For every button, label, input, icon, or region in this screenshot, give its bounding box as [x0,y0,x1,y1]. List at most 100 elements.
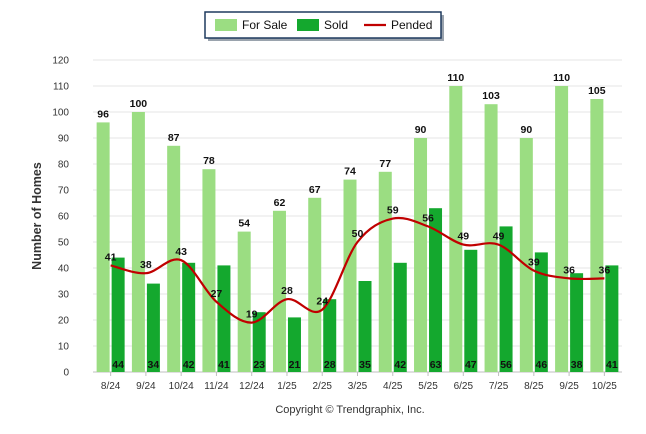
label-pended-11: 49 [493,231,505,243]
bar-sold-2 [182,262,196,372]
label-pended-3: 27 [211,288,223,300]
bar-sold-3 [217,265,231,372]
copyright-text: Copyright © Trendgraphix, Inc. [275,404,424,416]
label-for-sale-2: 87 [168,132,180,144]
y-tick-60: 60 [58,212,70,223]
label-sold-10: 47 [465,359,477,371]
label-for-sale-14: 105 [588,85,606,97]
x-tick-2: 10/24 [169,381,194,392]
label-pended-1: 38 [140,259,152,271]
label-sold-14: 41 [606,359,618,371]
pended-line [110,216,605,324]
bar-sold-11 [499,226,513,372]
x-tick-7: 3/25 [348,381,368,392]
label-sold-5: 21 [289,359,301,371]
bar-for-sale-7 [343,179,357,372]
bar-series [96,86,619,373]
label-pended-0: 41 [105,251,117,263]
bar-sold-4 [252,312,266,372]
x-tick-8: 4/25 [383,381,403,392]
label-sold-13: 38 [571,359,583,371]
bar-sold-7 [358,281,372,372]
label-sold-0: 44 [112,359,124,371]
bar-for-sale-9 [414,138,428,372]
y-axis-ticks: 0 10 20 30 40 50 60 70 80 90 100 110 120 [52,56,69,379]
bar-sold-6 [323,299,337,372]
bar-for-sale-12 [519,138,533,372]
y-axis-label: Number of Homes [30,162,44,270]
label-for-sale-12: 90 [520,124,532,136]
label-pended-14: 36 [599,264,611,276]
legend-label-sold: Sold [324,18,348,32]
bar-sold-13 [570,273,584,372]
bar-sold-5 [287,317,301,372]
x-tick-9: 5/25 [418,381,438,392]
bar-for-sale-5 [272,210,286,372]
label-sold-1: 34 [148,359,160,371]
y-tick-90: 90 [58,134,70,145]
bar-for-sale-8 [378,171,392,372]
x-tick-10: 6/25 [454,381,474,392]
label-pended-12: 39 [528,257,540,269]
legend-box [204,11,442,39]
y-tick-0: 0 [63,368,69,379]
label-for-sale-8: 77 [379,158,391,170]
x-tick-3: 11/24 [204,381,229,392]
pended-line-series [110,216,605,324]
bar-for-sale-3 [202,169,216,372]
label-pended-7: 50 [352,228,364,240]
label-for-sale-9: 90 [415,124,427,136]
bar-sold-9 [429,208,443,372]
bar-for-sale-11 [484,104,498,372]
x-tick-14: 10/25 [592,381,617,392]
chart-legend: For Sale Sold Pended [204,11,444,41]
label-pended-4: 19 [246,309,258,321]
y-tick-120: 120 [52,56,69,67]
bar-sold-10 [464,249,478,372]
legend-swatch-sold [297,19,319,31]
label-sold-4: 23 [253,359,265,371]
label-for-sale-13: 110 [553,72,570,84]
x-tick-1: 9/24 [136,381,156,392]
legend-swatch-for-sale [215,19,237,31]
y-tick-40: 40 [58,264,70,275]
bar-for-sale-6 [308,197,322,372]
label-for-sale-10: 110 [447,72,464,84]
label-for-sale-0: 96 [97,108,109,120]
legend-label-pended: Pended [391,18,432,32]
label-pended-2: 43 [175,246,187,258]
y-tick-70: 70 [58,186,70,197]
bar-for-sale-13 [555,86,569,372]
label-sold-11: 56 [500,359,512,371]
label-pended-9: 56 [422,212,434,224]
label-for-sale-11: 103 [482,90,500,102]
x-axis-ticks: 8/24 9/24 10/24 11/24 12/24 1/25 2/25 3/25 4/25 5… [101,372,617,392]
x-tick-12: 8/25 [524,381,544,392]
label-sold-7: 35 [359,359,371,371]
y-tick-30: 30 [58,290,70,301]
bar-for-sale-4 [237,231,251,372]
bar-for-sale-1 [131,112,145,372]
label-sold-3: 41 [218,359,230,371]
x-tick-13: 9/25 [559,381,579,392]
bar-sold-8 [393,262,407,372]
label-for-sale-5: 62 [274,197,286,209]
label-sold-9: 63 [430,359,442,371]
x-tick-5: 1/25 [277,381,297,392]
bar-for-sale-14 [590,99,604,372]
label-for-sale-7: 74 [344,166,356,178]
y-tick-10: 10 [58,342,70,353]
label-for-sale-3: 78 [203,155,215,167]
label-pended-13: 36 [563,264,575,276]
label-pended-10: 49 [457,231,469,243]
label-sold-8: 42 [394,359,406,371]
bar-for-sale-10 [449,86,463,372]
bar-sold-12 [534,252,548,372]
label-sold-12: 46 [535,359,547,371]
legend-label-for-sale: For Sale [242,18,288,32]
label-pended-5: 28 [281,285,293,297]
label-for-sale-1: 100 [130,98,148,110]
y-tick-20: 20 [58,316,70,327]
y-tick-50: 50 [58,238,70,249]
